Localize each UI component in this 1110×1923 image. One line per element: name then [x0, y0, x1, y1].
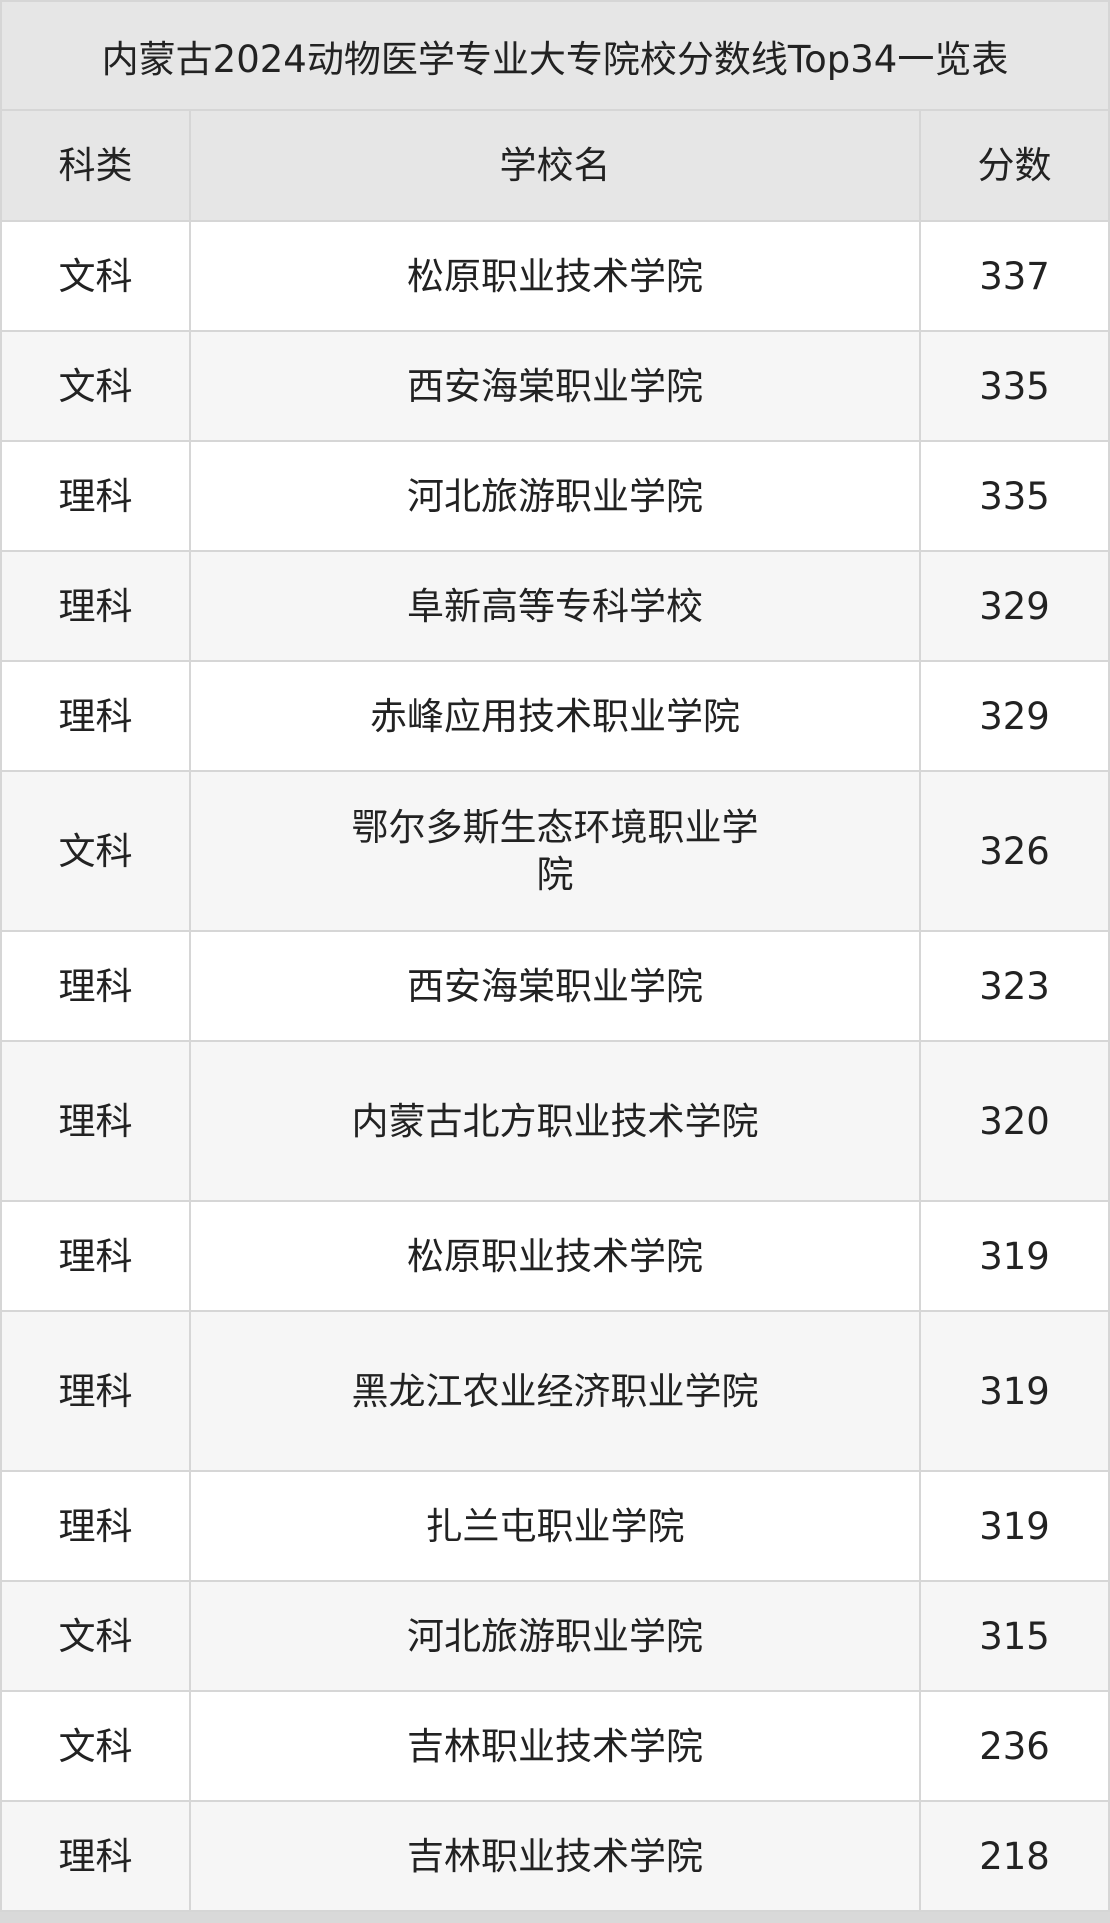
cell-type: 理科	[2, 932, 191, 1040]
cell-type: 文科	[2, 772, 191, 930]
table-row: 文科 鄂尔多斯生态环境职业学院 326	[2, 772, 1108, 932]
cell-school: 河北旅游职业学院	[191, 442, 921, 550]
cell-type: 理科	[2, 1472, 191, 1580]
cell-school: 松原职业技术学院	[191, 1202, 921, 1310]
header-type: 科类	[2, 111, 191, 220]
cell-school: 鄂尔多斯生态环境职业学院	[191, 772, 921, 930]
cell-school: 阜新高等专科学校	[191, 552, 921, 660]
cell-school: 扎兰屯职业学院	[191, 1472, 921, 1580]
cell-score: 337	[979, 254, 1050, 298]
cell-type: 文科	[2, 1582, 191, 1690]
table-row: 理科 黑龙江农业经济职业学院 319	[2, 1312, 1108, 1472]
cell-type: 理科	[2, 442, 191, 550]
cell-type: 理科	[2, 662, 191, 770]
table-row: 文科 吉林职业技术学院 236	[2, 1692, 1108, 1802]
cell-score: 315	[979, 1614, 1050, 1658]
school-name: 黑龙江农业经济职业学院	[351, 1369, 759, 1413]
table-row: 理科 内蒙古北方职业技术学院 320	[2, 1042, 1108, 1202]
school-name: 西安海棠职业学院	[407, 964, 703, 1008]
table-row: 理科 赤峰应用技术职业学院 329	[2, 662, 1108, 772]
cell-school: 西安海棠职业学院	[191, 932, 921, 1040]
table-body: 文科 松原职业技术学院 337 文科 西安海棠职业学院 335 理科 河北旅游职业学院 335 理…	[2, 222, 1108, 1912]
table-row: 文科 河北旅游职业学院 315	[2, 1582, 1108, 1692]
cell-score: 329	[979, 694, 1050, 738]
school-name: 内蒙古北方职业技术学院	[351, 1099, 759, 1143]
header-school: 学校名	[191, 111, 921, 220]
cell-score: 236	[979, 1724, 1050, 1768]
school-name: 松原职业技术学院	[407, 254, 703, 298]
school-name: 吉林职业技术学院	[407, 1724, 703, 1768]
cell-type: 理科	[2, 1312, 191, 1470]
cell-school: 内蒙古北方职业技术学院	[191, 1042, 921, 1200]
cell-score: 329	[979, 584, 1050, 628]
cell-score: 335	[979, 474, 1050, 518]
cell-school: 赤峰应用技术职业学院	[191, 662, 921, 770]
cell-type: 理科	[2, 1802, 191, 1910]
table-row: 理科 吉林职业技术学院 218	[2, 1802, 1108, 1912]
cell-school: 吉林职业技术学院	[191, 1692, 921, 1800]
school-name: 松原职业技术学院	[407, 1234, 703, 1278]
school-name: 西安海棠职业学院	[407, 364, 703, 408]
table-row: 理科 松原职业技术学院 319	[2, 1202, 1108, 1312]
table-title: 内蒙古2024动物医学专业大专院校分数线Top34一览表	[2, 0, 1108, 111]
cell-score: 335	[979, 364, 1050, 408]
table-row: 理科 西安海棠职业学院 323	[2, 932, 1108, 1042]
table-row: 文科 西安海棠职业学院 335	[2, 332, 1108, 442]
school-name: 阜新高等专科学校	[407, 584, 703, 628]
cell-score: 320	[979, 1099, 1050, 1143]
cell-score: 319	[979, 1369, 1050, 1413]
cell-school: 黑龙江农业经济职业学院	[191, 1312, 921, 1470]
cell-school: 西安海棠职业学院	[191, 332, 921, 440]
table-header-row: 科类 学校名 分数	[2, 111, 1108, 222]
cell-type: 文科	[2, 1692, 191, 1800]
school-name: 赤峰应用技术职业学院	[370, 694, 740, 738]
cell-type: 理科	[2, 1042, 191, 1200]
cell-school: 吉林职业技术学院	[191, 1802, 921, 1910]
cell-score: 323	[979, 964, 1050, 1008]
table-row: 文科 松原职业技术学院 337	[2, 222, 1108, 332]
cell-type: 理科	[2, 552, 191, 660]
cell-score: 326	[979, 829, 1050, 873]
table-row: 理科 扎兰屯职业学院 319	[2, 1472, 1108, 1582]
cell-school: 松原职业技术学院	[191, 222, 921, 330]
school-name: 扎兰屯职业学院	[425, 1504, 685, 1548]
cell-type: 文科	[2, 332, 191, 440]
cell-score: 319	[979, 1234, 1050, 1278]
school-name: 河北旅游职业学院	[407, 1614, 703, 1658]
table-row: 理科 阜新高等专科学校 329	[2, 552, 1108, 662]
cell-score: 319	[979, 1504, 1050, 1548]
school-name: 鄂尔多斯生态环境职业学院	[351, 806, 759, 896]
cell-school: 河北旅游职业学院	[191, 1582, 921, 1690]
cell-score: 218	[979, 1834, 1050, 1878]
table-row: 理科 河北旅游职业学院 335	[2, 442, 1108, 552]
school-name: 吉林职业技术学院	[407, 1834, 703, 1878]
school-name: 河北旅游职业学院	[407, 474, 703, 518]
cell-type: 理科	[2, 1202, 191, 1310]
cell-type: 文科	[2, 222, 191, 330]
header-score: 分数	[977, 144, 1052, 187]
